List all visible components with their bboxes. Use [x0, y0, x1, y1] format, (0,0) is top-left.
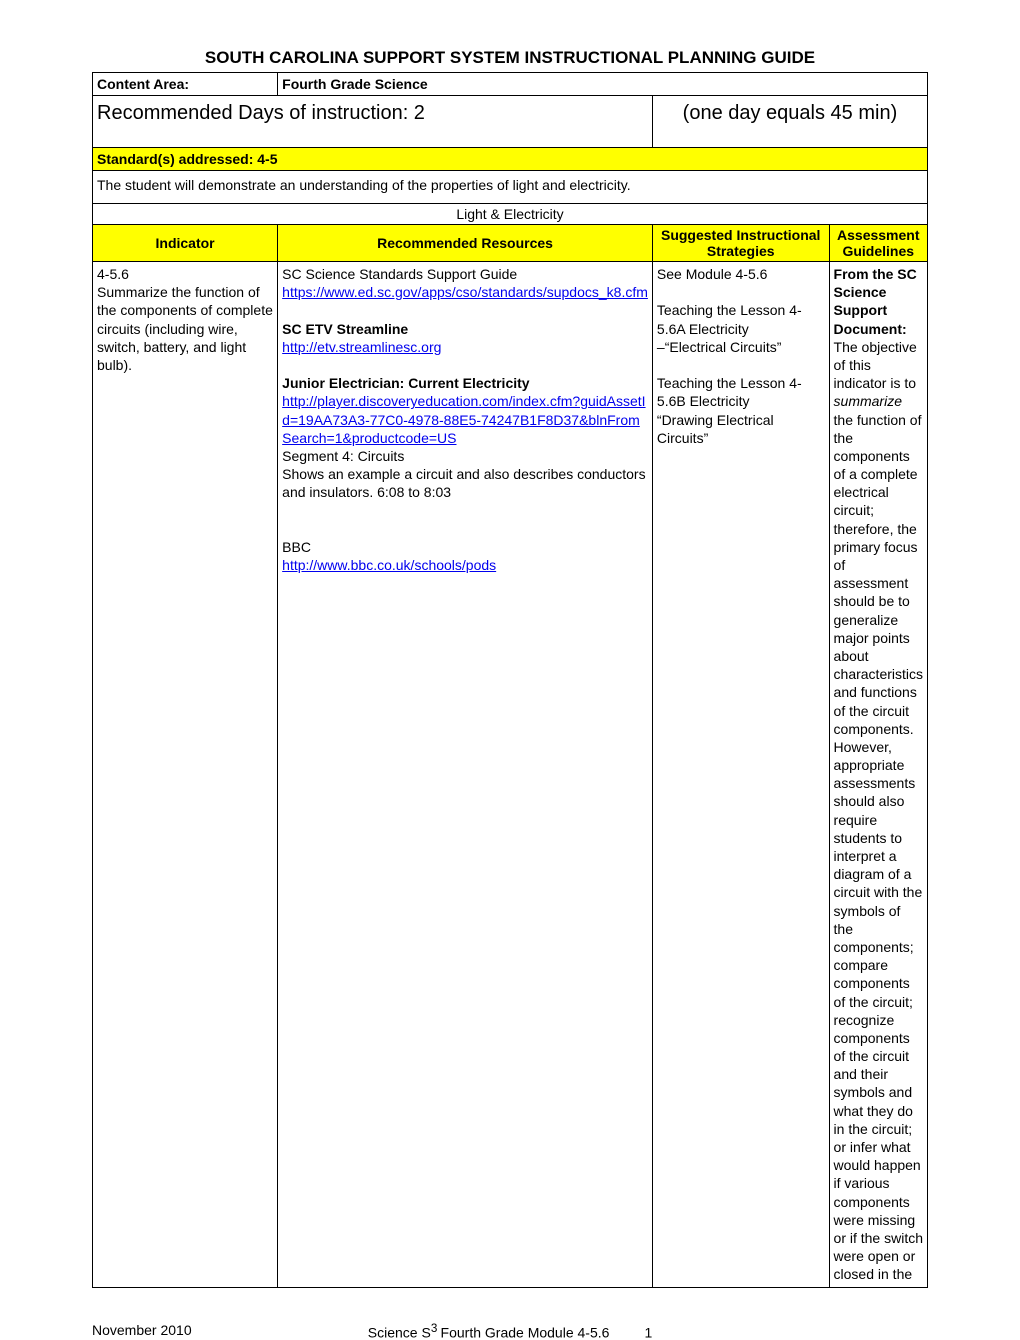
- assessment-cell: From the SC Science Support Document: Th…: [829, 262, 927, 1288]
- resources-cell: SC Science Standards Support Guide https…: [278, 262, 653, 1288]
- page-title: SOUTH CAROLINA SUPPORT SYSTEM INSTRUCTIO…: [92, 48, 928, 68]
- recommended-days-right: (one day equals 45 min): [652, 96, 927, 148]
- indicator-code: 4-5.6: [97, 266, 129, 282]
- content-area-label: Content Area:: [93, 73, 278, 96]
- planning-table: Content Area: Fourth Grade Science Recom…: [92, 72, 928, 1288]
- etv-title: SC ETV Streamline: [282, 321, 408, 337]
- assessment-heading: From the SC Science Support Document:: [834, 266, 917, 337]
- page-footer: November 2010 Science S3 Fourth Grade Mo…: [0, 1288, 1020, 1338]
- lesson-a-1: Teaching the Lesson 4-5.6A Electricity: [657, 302, 802, 336]
- column-headers-row: Indicator Recommended Resources Suggeste…: [93, 225, 928, 262]
- section-title-row: Light & Electricity: [93, 204, 928, 225]
- header-assessment: Assessment Guidelines: [829, 225, 927, 262]
- header-resources: Recommended Resources: [278, 225, 653, 262]
- lesson-a-2: –“Electrical Circuits”: [657, 339, 781, 355]
- recommended-days-left: Recommended Days of instruction: 2: [93, 96, 653, 148]
- recommended-days-row: Recommended Days of instruction: 2 (one …: [93, 96, 928, 148]
- indicator-text: Summarize the function of the components…: [97, 284, 273, 373]
- assessment-p2: However, appropriate assessments should …: [834, 739, 923, 1282]
- standards-row: Standard(s) addressed: 4-5: [93, 148, 928, 171]
- section-title: Light & Electricity: [93, 204, 928, 225]
- body-row: 4-5.6 Summarize the function of the comp…: [93, 262, 928, 1288]
- strategies-cell: See Module 4-5.6 Teaching the Lesson 4-5…: [652, 262, 829, 1288]
- assessment-p1a: The objective of this indicator is to: [834, 339, 917, 391]
- assessment-p1b: the function of the components of a comp…: [834, 412, 923, 737]
- standards-addressed: Standard(s) addressed: 4-5: [93, 148, 928, 171]
- lesson-b-1: Teaching the Lesson 4-5.6B Electricity: [657, 375, 802, 409]
- content-area-value: Fourth Grade Science: [278, 73, 928, 96]
- standards-link[interactable]: https://www.ed.sc.gov/apps/cso/standards…: [282, 284, 648, 300]
- segment-label: Segment 4: Circuits: [282, 448, 404, 464]
- footer-wrap: November 2010 Science S3 Fourth Grade Mo…: [0, 1288, 1020, 1338]
- objective-row: The student will demonstrate an understa…: [93, 171, 928, 204]
- see-module: See Module 4-5.6: [657, 266, 768, 282]
- lesson-b-2: “Drawing Electrical Circuits”: [657, 412, 774, 446]
- bbc-label: BBC: [282, 539, 311, 555]
- header-indicator: Indicator: [93, 225, 278, 262]
- indicator-cell: 4-5.6 Summarize the function of the comp…: [93, 262, 278, 1288]
- bbc-link[interactable]: http://www.bbc.co.uk/schools/pods: [282, 557, 496, 573]
- junior-title: Junior Electrician: Current Electricity: [282, 375, 529, 391]
- header-strategies: Suggested Instructional Strategies: [652, 225, 829, 262]
- segment-desc: Shows an example a circuit and also desc…: [282, 466, 645, 500]
- page-content: SOUTH CAROLINA SUPPORT SYSTEM INSTRUCTIO…: [0, 0, 1020, 1288]
- resources-line1: SC Science Standards Support Guide: [282, 266, 517, 282]
- footer-center: Science S3 Fourth Grade Module 4-5.6 1: [0, 1322, 1020, 1340]
- etv-link[interactable]: http://etv.streamlinesc.org: [282, 339, 441, 355]
- footer-page-number: 1: [644, 1324, 652, 1340]
- assessment-p1-italic: summarize: [834, 393, 902, 409]
- student-objective: The student will demonstrate an understa…: [93, 171, 928, 204]
- content-area-row: Content Area: Fourth Grade Science: [93, 73, 928, 96]
- junior-link[interactable]: http://player.discoveryeducation.com/ind…: [282, 393, 645, 445]
